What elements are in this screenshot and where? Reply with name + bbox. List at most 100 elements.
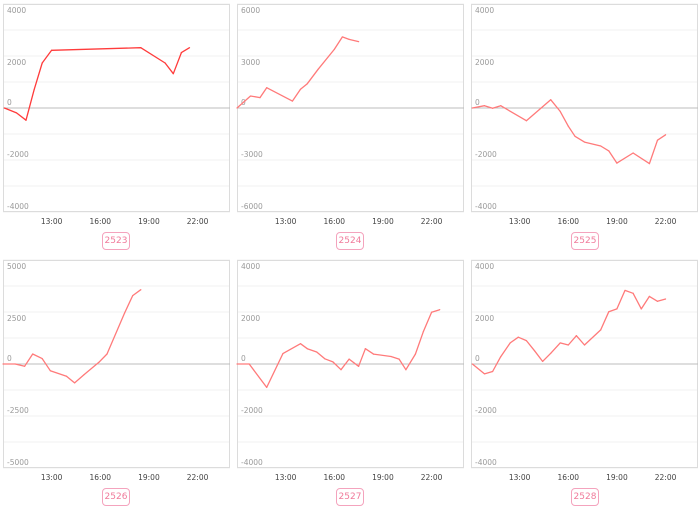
data-point <box>550 352 552 354</box>
data-point <box>358 41 360 43</box>
data-point <box>41 357 43 360</box>
data-point <box>574 135 576 137</box>
data-point <box>405 369 407 371</box>
x-tick-label: 19:00 <box>372 217 394 226</box>
data-point <box>608 311 610 313</box>
chart-panel-2527: 4000 2000 0 -2000 -4000 13:00 16:00 19:00 22:00 <box>236 259 464 482</box>
x-tick-label: 16:00 <box>89 473 111 482</box>
x-tick-label: 22:00 <box>421 473 443 482</box>
data-point <box>282 353 284 355</box>
data-point <box>632 292 634 294</box>
data-point <box>471 107 473 109</box>
series-line <box>236 36 359 109</box>
x-tick-label: 16:00 <box>557 473 579 482</box>
chart-label-2523[interactable]: 2523 <box>102 232 130 250</box>
data-point <box>616 308 618 310</box>
data-point <box>74 382 76 384</box>
data-point <box>390 355 392 358</box>
x-tick-label: 22:00 <box>655 217 677 226</box>
data-point <box>299 88 302 90</box>
data-point <box>140 289 142 291</box>
data-point <box>51 49 53 51</box>
data-point <box>15 112 18 114</box>
data-point <box>188 47 191 49</box>
data-point <box>236 107 238 109</box>
line-chart: 4000 2000 0 -2000 -4000 13:00 16:00 19:00 22:00 <box>471 3 698 226</box>
data-point <box>348 38 350 40</box>
line-chart: 4000 2000 0 -2000 -4000 13:00 16:00 19:00 22:00 <box>236 259 464 482</box>
data-point <box>32 353 34 355</box>
data-point <box>533 350 536 352</box>
y-tick-label: -2000 <box>475 150 497 159</box>
y-tick-label: 4000 <box>475 6 494 15</box>
chart-panel-2523: 4000 2000 0 -2000 -4000 13:00 16:00 19:00 22:00 <box>3 3 230 226</box>
chart-label-2524[interactable]: 2524 <box>336 232 364 250</box>
x-tick-label: 19:00 <box>606 217 628 226</box>
y-tick-label: 0 <box>475 98 480 107</box>
data-point <box>340 369 342 371</box>
chart-panel-2528: 4000 2000 0 -2000 -4000 13:00 16:00 19:00 22:00 <box>471 259 698 482</box>
series-line <box>4 47 190 121</box>
y-tick-label: 2000 <box>7 58 26 67</box>
x-tick-label: 19:00 <box>138 217 160 226</box>
data-point <box>324 358 326 360</box>
data-point <box>567 125 569 127</box>
y-tick-label: -6000 <box>241 202 263 211</box>
data-point <box>248 363 250 365</box>
data-point <box>583 344 586 346</box>
chart-label-2525[interactable]: 2525 <box>571 232 599 250</box>
y-tick-label: 2000 <box>241 314 260 323</box>
data-point <box>509 342 511 344</box>
data-point <box>236 363 238 365</box>
y-tick-label: 0 <box>7 354 12 363</box>
series-line <box>471 289 666 375</box>
data-point <box>430 311 433 313</box>
data-point <box>180 52 182 54</box>
data-point <box>364 348 366 350</box>
data-point <box>33 89 35 91</box>
chart-label-2527[interactable]: 2527 <box>336 488 364 506</box>
x-tick-label: 16:00 <box>557 217 579 226</box>
x-tick-label: 13:00 <box>41 217 63 226</box>
y-tick-label: -4000 <box>475 202 497 211</box>
x-tick-label: 22:00 <box>655 473 677 482</box>
line-chart: 4000 2000 0 -2000 -4000 13:00 16:00 19:00 22:00 <box>3 3 230 226</box>
data-point <box>664 298 667 300</box>
y-tick-label: 2000 <box>475 58 494 67</box>
data-point <box>41 62 43 64</box>
data-point <box>517 336 519 338</box>
data-point <box>333 48 335 51</box>
y-tick-label: 4000 <box>7 6 26 15</box>
data-point <box>575 335 577 337</box>
data-point <box>583 141 586 143</box>
series-line <box>3 289 142 384</box>
x-tick-label: 13:00 <box>275 473 297 482</box>
y-tick-label: -4000 <box>475 458 497 467</box>
data-point <box>550 99 552 101</box>
y-tick-label: -4000 <box>7 202 29 211</box>
x-tick-label: 13:00 <box>509 473 531 482</box>
data-point <box>542 360 544 362</box>
x-tick-label: 16:00 <box>89 217 111 226</box>
y-tick-label: 3000 <box>241 58 260 67</box>
data-point <box>65 375 68 377</box>
data-point <box>259 97 261 99</box>
data-point <box>492 370 494 373</box>
y-tick-label: -2500 <box>7 406 29 415</box>
x-tick-label: 22:00 <box>187 473 209 482</box>
data-point <box>471 363 473 365</box>
y-tick-label: -2000 <box>7 150 29 159</box>
y-tick-label: 0 <box>475 354 480 363</box>
data-point <box>2 363 4 365</box>
data-point <box>49 370 51 372</box>
x-tick-label: 16:00 <box>323 473 345 482</box>
chart-label-2528[interactable]: 2528 <box>571 488 599 506</box>
y-tick-label: 2000 <box>475 314 494 323</box>
data-point <box>656 300 659 302</box>
x-tick-label: 13:00 <box>275 217 297 226</box>
data-point <box>341 36 343 38</box>
x-tick-label: 19:00 <box>372 473 394 482</box>
chart-label-2526[interactable]: 2526 <box>102 488 130 506</box>
data-point <box>525 120 527 122</box>
data-point <box>492 107 494 109</box>
